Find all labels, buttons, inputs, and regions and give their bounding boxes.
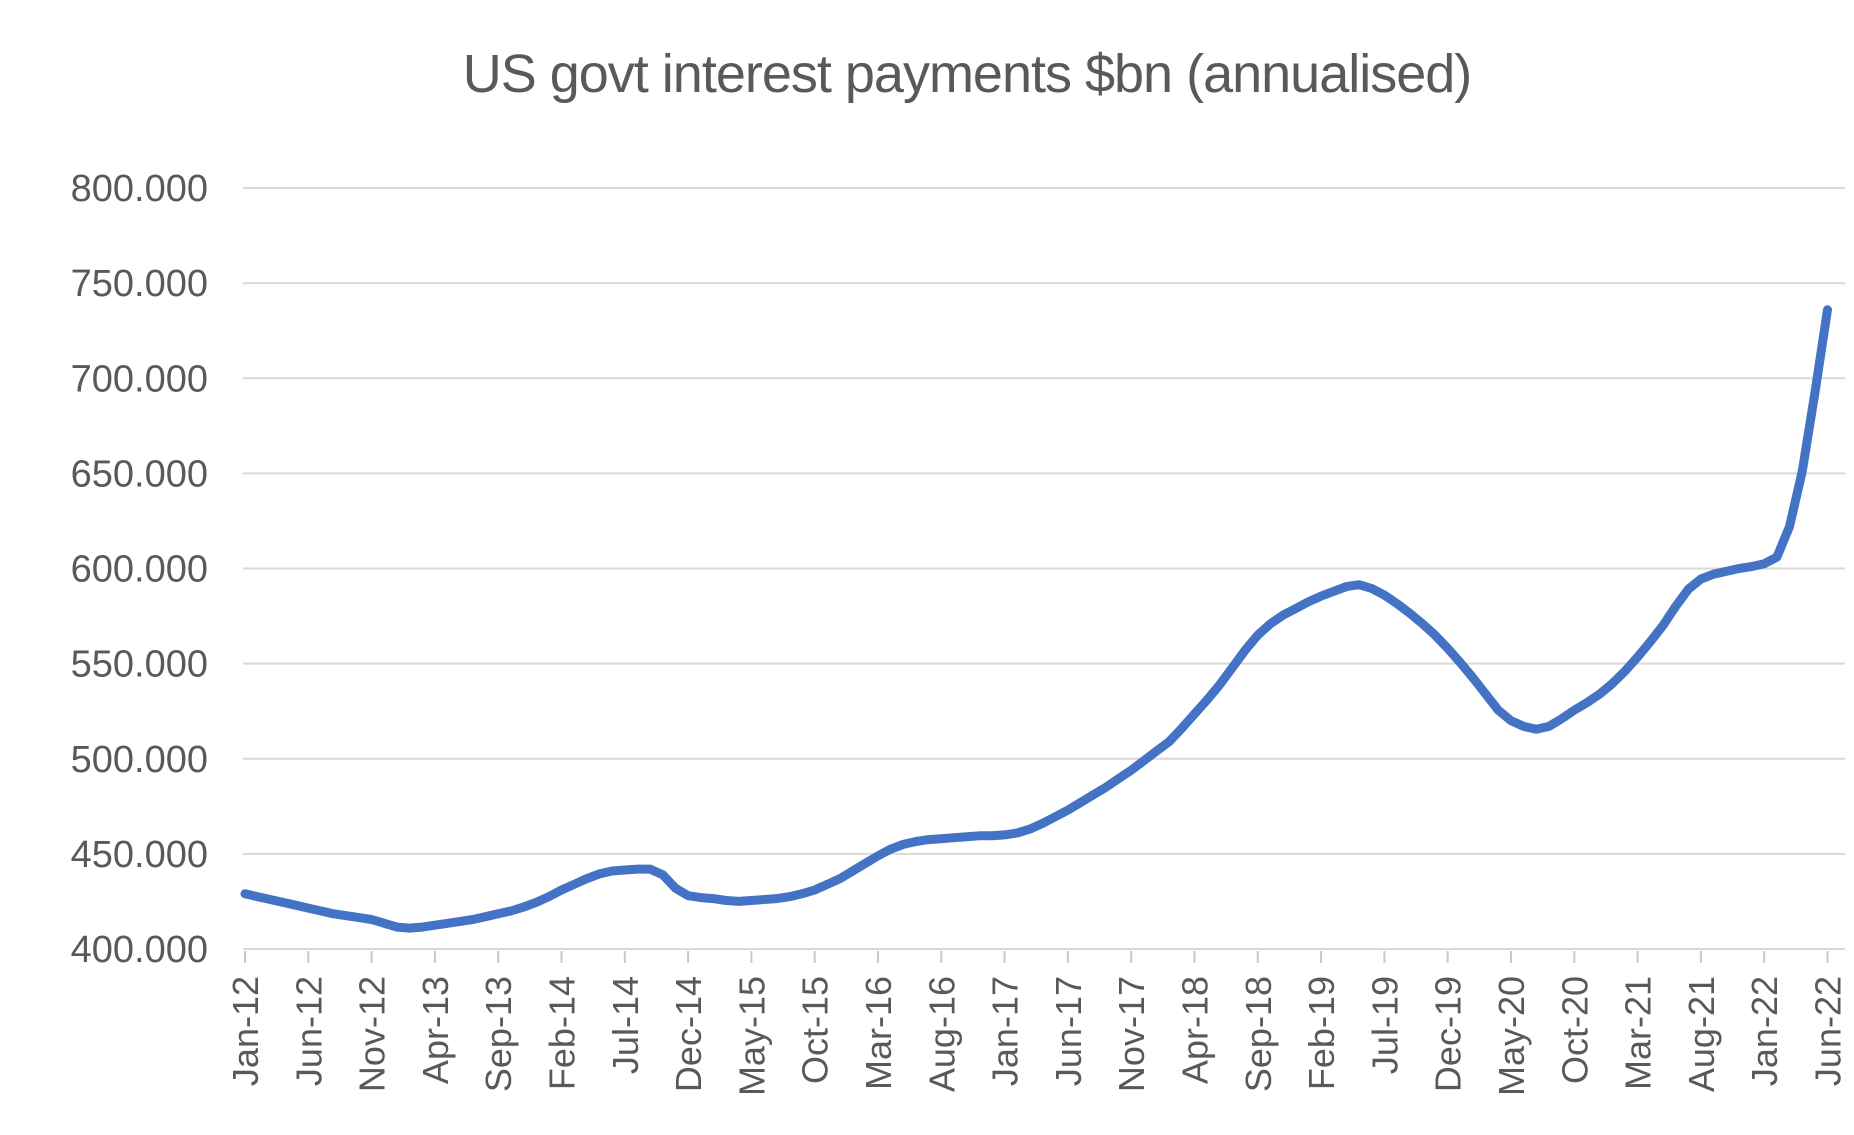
- x-axis-label: Aug-21: [1681, 976, 1722, 1092]
- x-axis-label: Jun-17: [1048, 976, 1089, 1086]
- x-axis-label: Nov-17: [1111, 976, 1152, 1092]
- x-axis-label: Oct-20: [1554, 976, 1595, 1084]
- x-axis-label: Apr-18: [1175, 976, 1216, 1084]
- x-axis-label: Jan-22: [1744, 976, 1785, 1086]
- y-axis-label: 800.000: [71, 168, 208, 210]
- y-axis-label: 500.000: [71, 739, 208, 781]
- x-axis-label: Feb-19: [1301, 976, 1342, 1090]
- y-axis-label: 600.000: [71, 549, 208, 591]
- data-series-line: [240, 305, 1832, 933]
- x-axis-label: Mar-16: [858, 976, 899, 1090]
- x-axis-label: Feb-14: [542, 976, 583, 1090]
- x-axis-label: Sep-13: [478, 976, 519, 1092]
- x-axis-label: Dec-19: [1428, 976, 1469, 1092]
- chart-canvas: 800.000 750.000 700.000 650.000 600.000 550.0…: [71, 168, 1849, 1096]
- x-axis-label: Nov-12: [352, 976, 393, 1092]
- y-axis-label: 550.000: [71, 644, 208, 686]
- x-axis-label: Aug-16: [921, 976, 962, 1092]
- x-axis-label: Jun-22: [1808, 976, 1849, 1086]
- x-axis-label: Jun-12: [288, 976, 329, 1086]
- x-axis-label: Oct-15: [795, 976, 836, 1084]
- y-axis-label: 450.000: [71, 834, 208, 876]
- y-axis-label: 650.000: [71, 453, 208, 495]
- x-axis-label: Sep-18: [1238, 976, 1279, 1092]
- x-axis-label: Mar-21: [1618, 976, 1659, 1090]
- x-axis-label: Jan-17: [985, 976, 1026, 1086]
- x-axis-label: Jul-19: [1364, 976, 1405, 1074]
- x-axis-label: May-20: [1491, 976, 1532, 1096]
- x-axis-label: May-15: [731, 976, 772, 1096]
- x-axis-label: Jul-14: [605, 976, 646, 1074]
- chart-title: US govt interest payments $bn (annualise…: [462, 44, 1473, 104]
- y-axis-label: 700.000: [71, 358, 208, 400]
- y-axis-label: 400.000: [71, 929, 208, 971]
- x-axis-label: Apr-13: [415, 976, 456, 1084]
- line-chart: US govt interest payments $bn (annualise…: [40, 16, 1854, 1135]
- x-axis-label: Dec-14: [668, 976, 709, 1092]
- y-axis-label: 750.000: [71, 263, 208, 305]
- x-axis-label: Jan-12: [225, 976, 266, 1086]
